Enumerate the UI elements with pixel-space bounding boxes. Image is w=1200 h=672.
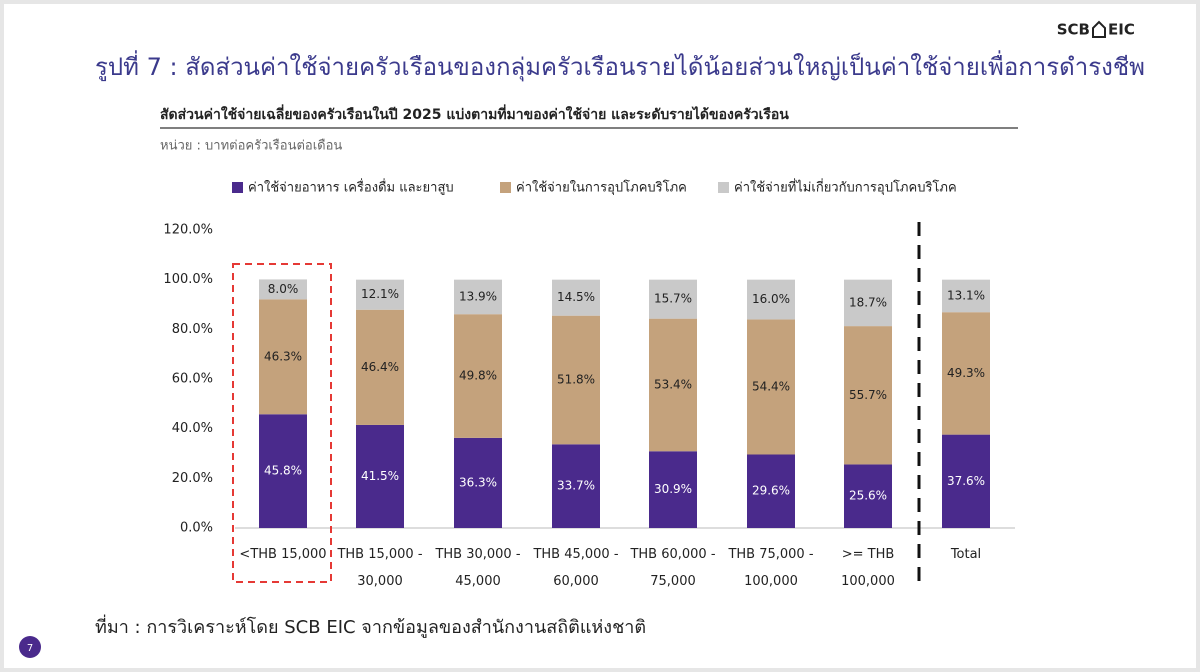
data-label: 14.5% [557,290,595,304]
y-tick-label: 20.0% [172,471,213,486]
data-label: 55.7% [849,388,887,402]
bar-segment [844,464,892,528]
data-label: 8.0% [268,282,299,296]
x-tick-label: >= THB 100,000 [841,547,895,589]
bar-segment [356,424,404,528]
data-label: 37.6% [947,474,985,488]
data-label: 25.6% [849,489,887,503]
bar-segment [649,318,697,452]
bar-segment [747,319,795,455]
bar-segment [259,414,307,528]
legend-label: ค่าใช้จ่ายที่ไม่เกี่ยวกับการอุปโภคบริโภค [734,179,957,196]
y-tick-label: 100.0% [163,272,213,287]
bar-segment [259,299,307,415]
data-label: 41.5% [361,469,399,483]
data-label: 15.7% [654,292,692,306]
bar-segment [454,437,502,528]
data-label: 36.3% [459,475,497,489]
bar-segment [552,279,600,316]
bar-segment [844,326,892,465]
bar-segment [942,312,990,435]
data-label: 49.3% [947,366,985,380]
x-tick-label: THB 60,000 - 75,000 [630,547,716,589]
bar-segment [454,279,502,315]
data-label: 29.6% [752,484,790,498]
x-tick-label: THB 75,000 - 100,000 [728,547,814,589]
logo-right: EIC [1108,21,1135,39]
chart-title: รูปที่ 7 : สัดส่วนค่าใช้จ่ายครัวเรือนของ… [95,50,1145,82]
data-label: 18.7% [849,295,887,309]
data-label: 16.0% [752,292,790,306]
x-tick-label: <THB 15,000 [239,547,327,562]
bar-segment [942,279,990,313]
data-label: 12.1% [361,287,399,301]
data-label: 53.4% [654,377,692,391]
x-tick-label: THB 15,000 - 30,000 [337,547,423,589]
data-label: 13.1% [947,288,985,302]
bar-segment [942,434,990,528]
chart-subtitle: สัดส่วนค่าใช้จ่ายเฉลี่ยของครัวเรือนในปี … [160,104,789,123]
data-label: 13.9% [459,289,497,303]
logo-left: SCB [1057,21,1090,39]
x-tick-label: THB 45,000 - 60,000 [533,547,619,589]
legend-swatch [500,182,511,193]
data-label: 49.8% [459,369,497,383]
data-label: 46.3% [264,349,302,363]
data-label: 33.7% [557,479,595,493]
y-tick-label: 120.0% [163,223,213,238]
page-badge [19,636,41,658]
logo-icon [1092,20,1106,38]
y-tick-label: 60.0% [172,372,213,387]
highlight-box [232,263,332,583]
data-label: 54.4% [752,379,790,393]
unit-label: หน่วย : บาทต่อครัวเรือนต่อเดือน [160,138,342,154]
y-tick-label: 80.0% [172,322,213,337]
source-note: ที่มา : การวิเคราะห์โดย SCB EIC จากข้อมู… [95,614,646,638]
bar-segment [649,451,697,528]
bar-segment [747,454,795,528]
data-label: 45.8% [264,464,302,478]
bar-segment [454,314,502,438]
x-tick-label: Total [950,547,982,562]
data-label: 30.9% [654,482,692,496]
page-number: 7 [27,643,33,654]
bar-segment [649,279,697,319]
bar-segment [747,279,795,320]
y-tick-label: 0.0% [180,521,213,536]
data-label: 46.4% [361,360,399,374]
x-tick-label: THB 30,000 - 45,000 [435,547,521,589]
data-label: 51.8% [557,372,595,386]
legend-label: ค่าใช้จ่ายอาหาร เครื่องดื่ม และยาสูบ [248,179,454,196]
bar-segment [844,279,892,327]
legend-swatch [718,182,729,193]
bar-segment [259,279,307,300]
bar-segment [356,309,404,425]
y-tick-label: 40.0% [172,421,213,436]
bar-segment [356,279,404,310]
legend-label: ค่าใช้จ่ายในการอุปโภคบริโภค [516,180,687,196]
bar-segment [552,315,600,445]
legend-swatch [232,182,243,193]
bar-segment [552,444,600,528]
